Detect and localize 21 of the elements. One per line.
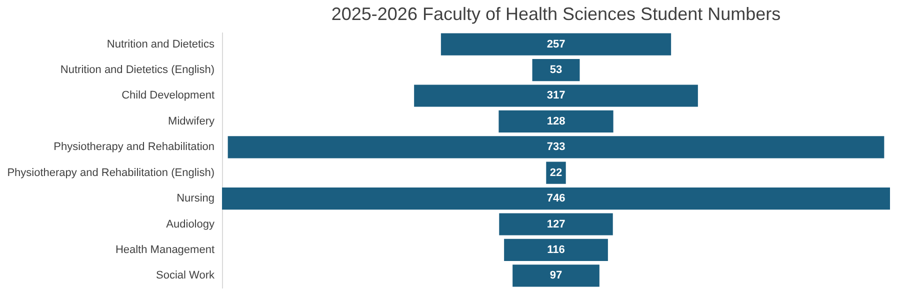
- data-label: 257: [546, 38, 566, 50]
- category-label: Social Work: [156, 270, 215, 282]
- category-label: Audiology: [166, 218, 215, 230]
- data-label: 116: [547, 244, 565, 256]
- text: 2025-2026 Faculty of Health Sciences Student Numbers: [331, 4, 781, 24]
- data-label: 317: [546, 90, 566, 102]
- category-label: Child Development: [122, 90, 214, 102]
- data-label: 127: [546, 218, 566, 230]
- data-label: 733: [546, 141, 566, 154]
- data-label: 97: [550, 270, 562, 282]
- category-label: Physiotherapy and Rehabilitation: [54, 141, 214, 154]
- category-label: Physiotherapy and Rehabilitation (English): [7, 166, 214, 179]
- data-label: 128: [546, 115, 566, 128]
- category-label: Midwifery: [168, 115, 215, 128]
- category-label: Nutrition and Dietetics (English): [60, 64, 214, 76]
- category-label: Health Management: [115, 244, 214, 256]
- data-label: 22: [550, 166, 562, 179]
- data-label: 53: [550, 64, 562, 76]
- data-label: 746: [546, 192, 566, 205]
- category-label: Nursing: [176, 192, 214, 205]
- category-label: Nutrition and Dietetics: [106, 38, 215, 50]
